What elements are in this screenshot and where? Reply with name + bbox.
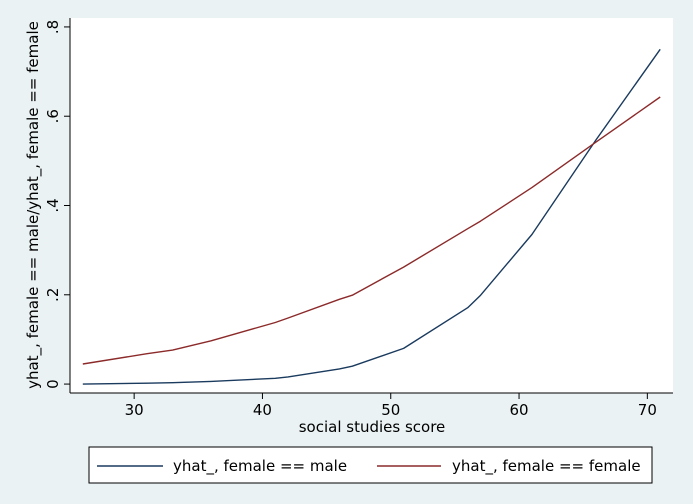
legend-box	[88, 446, 653, 484]
series-line-2	[82, 96, 661, 365]
legend-label-2: yhat_, female == female	[452, 457, 641, 476]
series-layer	[82, 48, 661, 385]
x-tick-label: 40	[253, 401, 272, 419]
y-tick-label: .2	[44, 288, 62, 302]
y-tick-label: 0	[44, 379, 62, 389]
x-tick-label: 30	[125, 401, 144, 419]
plot-area	[70, 18, 673, 393]
series-line-1	[82, 48, 661, 385]
y-tick-label: .8	[44, 20, 62, 34]
x-tick-label: 50	[381, 401, 400, 419]
axes: 30 40 50 60 70 0 .2 .4 .6 .8	[44, 18, 673, 419]
y-axis-title: yhat_, female == male/yhat_, female == f…	[24, 21, 43, 389]
legend-label-1: yhat_, female == male	[173, 457, 347, 476]
x-tick-label: 70	[638, 401, 657, 419]
legend: yhat_, female == male yhat_, female == fe…	[88, 446, 653, 484]
x-tick-label: 60	[509, 401, 528, 419]
y-tick-label: .4	[44, 198, 62, 212]
y-tick-label: .6	[44, 109, 62, 123]
x-axis-title: social studies score	[299, 418, 446, 436]
